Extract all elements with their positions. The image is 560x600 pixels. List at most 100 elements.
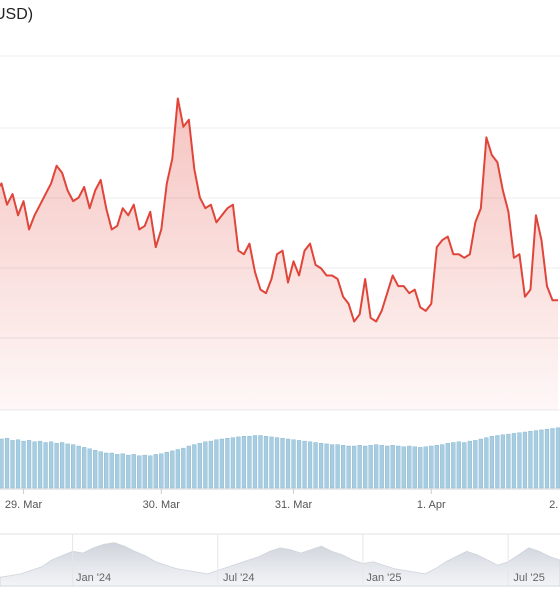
volume-bar [539,429,544,489]
volume-bar [170,450,175,489]
volume-bar [175,449,180,489]
volume-bar [533,430,539,489]
volume-bar [4,438,10,489]
volume-bar [126,454,131,489]
volume-bar [21,440,26,489]
volume-bar [462,442,467,489]
volume-bar [456,441,461,489]
volume-bar [363,445,368,489]
volume-bar [98,451,103,489]
volume-bar [451,442,456,489]
volume-bar [263,436,269,489]
volume-bar [203,441,208,489]
volume-bar [32,441,37,489]
navigator-area [0,542,560,587]
volume-bar [153,454,158,489]
volume-bar [285,438,291,489]
chart-title: USD) [0,6,34,23]
volume-bar [131,454,136,489]
volume-bar [274,437,280,489]
volume-bar [241,436,247,489]
volume-bar [357,445,362,489]
volume-bar [340,445,346,489]
volume-bar [307,441,313,489]
volume-bar [418,447,423,489]
volume-bar [528,431,533,489]
x-tick-label: 30. Mar [143,499,181,511]
volume-bar [120,453,125,489]
volume-bar [396,445,401,489]
navigator-tick-label: Jul '25 [513,572,544,584]
volume-bar [230,437,236,489]
price-area [0,98,558,410]
volume-bar [368,445,373,489]
volume-bar [48,441,54,489]
volume-bar [59,442,65,489]
x-tick-label: 1. Apr [417,499,446,511]
volume-bar [181,447,186,489]
volume-bar [440,444,445,489]
volume-bar [26,440,32,489]
volume-bar [43,442,48,489]
volume-bar [109,452,114,489]
volume-bar [412,446,417,489]
volume-bar [214,439,219,489]
volume-bar [506,433,511,489]
volume-bar [434,445,439,489]
volume-bar [473,440,478,489]
x-axis: 29. Mar 30. Mar 31. Mar 1. Apr 2. Apr [0,488,560,511]
volume-bar [159,453,164,489]
volume-bar [302,440,307,489]
volume-bar [407,445,412,489]
volume-bar [192,444,197,489]
volume-bar [115,454,120,489]
volume-bar [225,438,230,489]
volume-bar [467,440,472,489]
volume-bar [324,443,329,489]
navigator[interactable]: Jan '24 Jul '24 Jan '25 Jul '25 [0,533,560,587]
volume-bar [374,444,379,489]
volume-bar [445,443,450,489]
volume-bar [296,440,302,489]
volume-bar [197,443,202,489]
volume-bar [0,438,4,489]
volume-bar [385,445,390,489]
volume-bar [247,436,252,489]
volume-bar [346,445,351,489]
volume-bar [495,435,500,489]
volume-bar [423,446,428,489]
volume-bar [54,443,59,489]
volume-bar [550,428,555,489]
volume-bar [335,444,340,489]
volume-bar [258,435,263,489]
volume-bar [269,436,274,489]
volume-bar [87,448,92,489]
volume-bars [0,427,560,489]
volume-bar [511,433,517,489]
volume-bar [429,445,434,489]
volume-bar [390,445,395,489]
navigator-tick-label: Jan '25 [366,572,401,584]
volume-bar [137,455,142,489]
volume-bar [517,432,522,489]
volume-bar [186,445,191,489]
x-tick-label: 2. Apr [549,499,560,511]
volume-bar [500,434,506,489]
navigator-tick-label: Jan '24 [76,572,111,584]
x-tick-label: 29. Mar [5,499,43,511]
volume-bar [484,437,489,489]
volume-bar [291,439,296,489]
volume-bar [280,438,285,489]
volume-bar [208,440,214,489]
volume-bar [352,445,357,489]
volume-bar [522,431,528,489]
price-line [0,97,558,323]
volume-bar [65,443,70,489]
volume-bar [489,436,495,489]
x-tick-label: 31. Mar [275,499,313,511]
volume-bar [401,446,406,489]
volume-bar [555,427,560,489]
volume-bar [142,454,147,489]
volume-bar [329,444,335,489]
